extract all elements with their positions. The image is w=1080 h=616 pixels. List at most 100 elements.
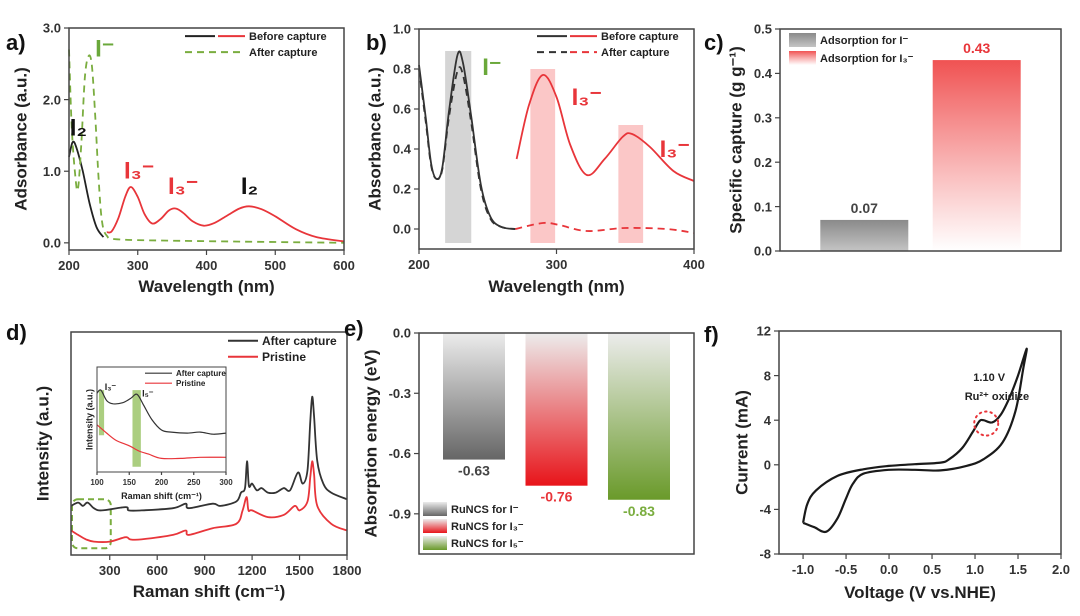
panel-label: c) [704,30,724,55]
x-tick-label: 300 [99,563,121,578]
x-tick-label: 150 [123,478,137,487]
plot-area: I₂ I⁻ I₃⁻ I₃⁻ I₂ [68,36,345,244]
series-line [802,347,1028,534]
plot-area: 1.10 V Ru²⁺ oxidize [802,347,1029,534]
panel-label: e) [344,316,364,341]
panel-label: d) [6,320,27,345]
y-tick-label: 0.0 [43,236,61,251]
legend-swatch [423,536,447,550]
annotation-label: I₂ [241,173,258,200]
axes-frame [70,331,348,556]
legend-swatch [789,33,816,47]
bar [443,333,505,460]
x-tick-label: 1.5 [1009,562,1027,577]
x-axis-label: Voltage (V vs.NHE) [844,583,996,602]
x-tick-label: 0.5 [923,562,941,577]
y-tick-label: -0.6 [389,446,411,461]
y-axis-label: Specific capture (g g⁻¹) [726,46,745,234]
legend-swatch [789,51,816,65]
highlight-band [98,390,105,436]
annotation-label: I₃⁻ [660,136,690,163]
legend: Before capture After capture [537,31,679,59]
series-line [96,389,227,435]
y-tick-label: 0.0 [754,244,772,259]
plot-area [70,395,348,550]
series-line [515,74,695,182]
legend-label: After capture [262,334,337,348]
y-tick-label: 0.8 [393,62,411,77]
plot-area: -0.63 -0.76 -0.83 [443,333,670,519]
x-axis-label: Raman shift (cm⁻¹) [133,582,286,601]
y-tick-label: 1.0 [43,164,61,179]
axes-frame [778,330,1062,555]
highlight-band [530,69,556,243]
y-axis-label: Absorbance (a.u.) [365,67,384,211]
legend-label: After capture [601,47,669,59]
axes-frame [779,28,1062,252]
highlight-band [618,125,644,243]
y-tick-label: 12 [757,324,771,339]
panel-b: I⁻ I₃⁻ I₃⁻ 200 300 400 0.0 0.2 0.4 0.6 0.8 1.0 Wavel… [365,22,704,296]
bar-value-label: 0.07 [851,200,878,216]
y-tick-label: 0.6 [393,102,411,117]
panel-f: 1.10 V Ru²⁺ oxidize -1.0 -0.5 0.0 0.5 1.0 1.5 2.… [704,322,1070,602]
x-tick-label: 300 [546,257,568,272]
annotation-label: 1.10 V [973,372,1005,384]
x-tick-label: 200 [408,257,430,272]
x-tick-label: -1.0 [792,562,814,577]
annotation-label: I⁻ [482,54,501,81]
y-tick-label: 8 [764,368,771,383]
annotation-label: I₃⁻ [572,84,602,111]
legend-label: RuNCS for I₅⁻ [451,538,524,550]
highlight-band [445,51,472,243]
bar-value-label: -0.63 [458,463,490,479]
bar [820,219,909,251]
y-tick-label: 0.3 [754,110,772,125]
legend-label: RuNCS for I₃⁻ [451,521,524,533]
y-tick-label: 0.0 [393,326,411,341]
plot-area: I⁻ I₃⁻ I₃⁻ [418,50,695,243]
annotation-label: I₃⁻ [168,173,198,200]
x-tick-label: 1.0 [966,562,984,577]
y-axis-label: Intensity (a.u.) [33,386,52,501]
bar-value-label: -0.76 [541,489,573,505]
y-tick-label: -8 [759,547,771,562]
x-tick-label: 400 [683,257,705,272]
panel-a: I₂ I⁻ I₃⁻ I₃⁻ I₂ 200 300 400 500 600 0.0 1.0 2.0 3.0 W… [6,21,355,296]
y-tick-label: 0.4 [393,142,412,157]
x-tick-label: 200 [155,478,169,487]
series-line [106,186,345,243]
x-tick-label: 100 [90,478,104,487]
y-tick-label: 1.0 [393,22,411,37]
legend: Adsorption for I⁻ Adsorption for I₃⁻ [789,33,914,65]
annotation-label: I⁻ [95,36,114,63]
bar-value-label: -0.83 [623,503,655,519]
x-tick-label: 900 [194,563,216,578]
y-tick-label: 4 [764,413,772,428]
x-axis-label: Wavelength (nm) [488,277,624,296]
y-tick-label: 0.0 [393,222,411,237]
legend-label: Pristine [176,379,206,388]
series-line [70,395,348,512]
annotation-label: I₅⁻ [142,388,154,398]
x-tick-label: 300 [127,258,149,273]
series-line [68,140,105,238]
y-tick-label: 0.4 [754,66,773,81]
legend: After capture Pristine [228,334,337,364]
x-tick-label: 600 [146,563,168,578]
y-tick-label: 0.5 [754,22,772,37]
legend-label: Pristine [262,350,306,364]
y-tick-label: -4 [759,502,771,517]
bar [932,60,1021,251]
plot-area: I₃⁻ I₅⁻ [96,382,227,467]
series-line [68,49,345,244]
x-tick-label: 250 [187,478,201,487]
highlight-box [71,498,112,550]
y-tick-label: 3.0 [43,21,61,36]
legend-label: Adsorption for I₃⁻ [820,53,914,65]
series-line [70,460,348,543]
panel-label: b) [366,30,387,55]
panel-e: -0.63 -0.76 -0.83 0.0 -0.3 -0.6 -0.9 Absorption… [344,316,695,555]
legend-label: Before capture [249,31,327,43]
